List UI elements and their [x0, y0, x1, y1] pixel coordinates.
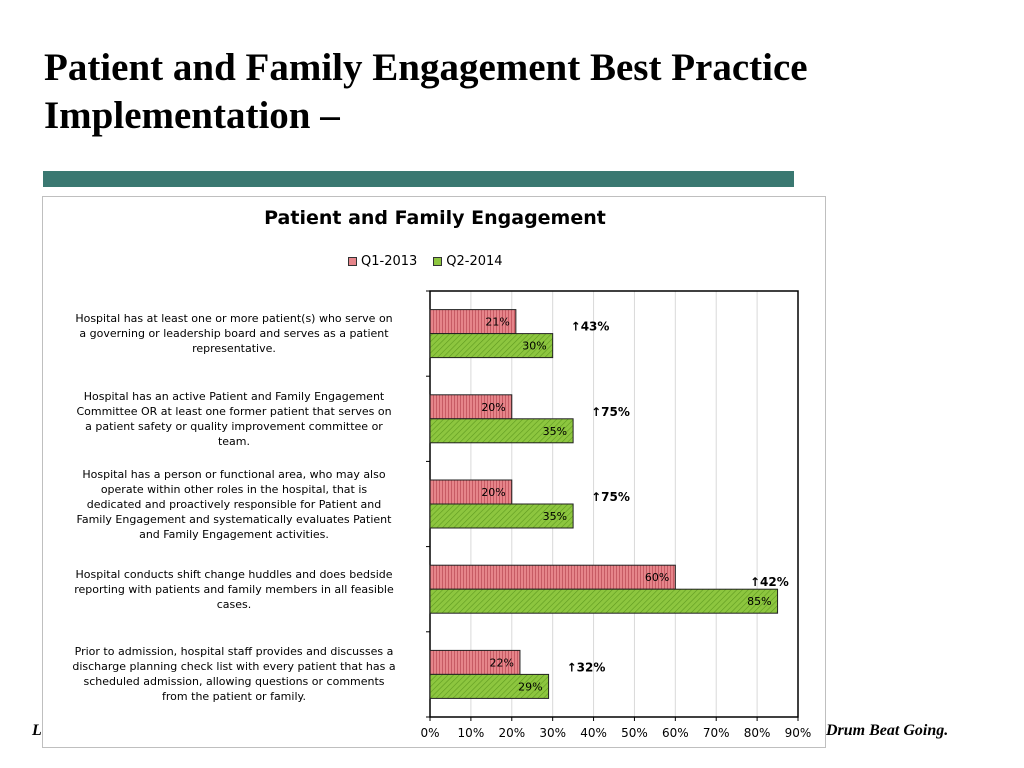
- legend-label-q2-2014: Q2-2014: [446, 253, 503, 269]
- legend-label-q1-2013: Q1-2013: [361, 253, 418, 269]
- x-tick-label: 60%: [662, 726, 689, 740]
- category-label-line: and Family Engagement activities.: [139, 527, 329, 541]
- change-annotation: ↑32%: [567, 660, 606, 674]
- category-label-line: discharge planning check list with every…: [72, 660, 396, 674]
- x-tick-label: 50%: [621, 726, 648, 740]
- legend-item-q2-2014: Q2-2014: [433, 253, 503, 269]
- category-label-line: Family Engagement and systematically eva…: [76, 512, 392, 526]
- bar-q1-2013: [429, 564, 676, 590]
- category-label: Hospital conducts shift change huddles a…: [49, 567, 419, 612]
- category-label-line: reporting with patients and family membe…: [74, 582, 394, 596]
- title-divider-bar: [43, 171, 794, 187]
- category-label-line: representative.: [192, 342, 276, 356]
- bar-q1-2013: [429, 649, 521, 675]
- bar-q1-2013: [429, 479, 513, 505]
- footer-text-left: L: [32, 722, 42, 739]
- category-label: Hospital has an active Patient and Famil…: [49, 389, 419, 449]
- bar-value-label: 35%: [543, 510, 567, 523]
- bar-value-label: 30%: [522, 340, 546, 353]
- chart-plot-area: 0% 10% 20% 30% 40% 50% 60% 70% 80% 90% 21% 30% ↑43% 2…: [420, 290, 812, 740]
- category-label-line: Hospital has at least one or more patien…: [75, 312, 393, 326]
- legend-swatch-q2-2014: [433, 256, 443, 266]
- bar-value-label: 35%: [543, 425, 567, 438]
- x-tick-label: 0%: [420, 726, 439, 740]
- legend-item-q1-2013: Q1-2013: [348, 254, 417, 269]
- legend-swatch-q1-2013: [348, 256, 357, 266]
- category-label-line: cases.: [216, 597, 252, 611]
- x-tick-label: 70%: [703, 726, 730, 740]
- bar-q2-2014: [429, 673, 550, 699]
- bar-q1-2013: [429, 309, 517, 335]
- category-label-line: dedicated and proactively responsible fo…: [86, 497, 382, 511]
- category-label-line: Hospital has a person or functional area…: [82, 467, 386, 481]
- bar-q2-2014: [429, 418, 574, 444]
- bar-value-label: 22%: [490, 656, 514, 669]
- category-label-line: a governing or leadership board and serv…: [79, 327, 389, 341]
- x-tick-label: 20%: [498, 726, 525, 740]
- x-tick-label: 40%: [580, 726, 607, 740]
- category-label-line: from the patient or family.: [162, 690, 306, 704]
- change-annotation: ↑75%: [591, 490, 630, 504]
- category-label: Hospital has at least one or more patien…: [49, 311, 419, 356]
- bar-q2-2014: [429, 588, 779, 614]
- chart-legend: Q1-2013 Q2-2014: [348, 252, 503, 270]
- bar-q1-2013: [429, 394, 513, 420]
- chart-title: Patient and Family Engagement: [264, 207, 606, 229]
- x-tick-label: 90%: [785, 726, 812, 740]
- category-label-line: scheduled admission, allowing questions …: [83, 675, 385, 689]
- category-label: Prior to admission, hospital staff provi…: [49, 644, 419, 704]
- chart-container: Patient and Family Engagement Q1-2013 Q2…: [42, 196, 826, 748]
- change-annotation: ↑42%: [750, 575, 789, 589]
- bar-value-label: 20%: [481, 486, 505, 499]
- footer-text-right: Drum Beat Going.: [826, 722, 949, 739]
- slide-title-line1: Patient and Family Engagement Best Pract…: [44, 46, 808, 89]
- bar-value-label: 20%: [481, 401, 505, 414]
- bar-value-label: 60%: [645, 571, 669, 584]
- category-label-line: Hospital has an active Patient and Famil…: [83, 389, 385, 403]
- x-tick-label: 30%: [539, 726, 566, 740]
- category-label: Hospital has a person or functional area…: [49, 467, 419, 542]
- category-label-line: Prior to admission, hospital staff provi…: [74, 645, 394, 659]
- bar-q2-2014: [429, 333, 554, 359]
- category-label-line: operate within other roles in the hospit…: [100, 482, 368, 496]
- category-label-line: a patient safety or quality improvement …: [85, 419, 383, 433]
- bar-q2-2014: [429, 503, 574, 529]
- bar-value-label: 85%: [747, 595, 771, 608]
- category-label-line: Committee OR at least one former patient…: [76, 404, 392, 418]
- x-tick-label: 80%: [744, 726, 771, 740]
- category-label-line: Hospital conducts shift change huddles a…: [75, 567, 393, 581]
- slide-title: Patient and Family Engagement Best Pract…: [44, 44, 984, 140]
- change-annotation: ↑75%: [591, 405, 630, 419]
- slide-title-line2: Implementation –: [44, 94, 340, 137]
- category-label-line: team.: [217, 434, 251, 448]
- bar-value-label: 29%: [518, 680, 542, 693]
- bar-value-label: 21%: [485, 316, 509, 329]
- x-tick-label: 10%: [458, 726, 485, 740]
- change-annotation: ↑43%: [571, 320, 610, 334]
